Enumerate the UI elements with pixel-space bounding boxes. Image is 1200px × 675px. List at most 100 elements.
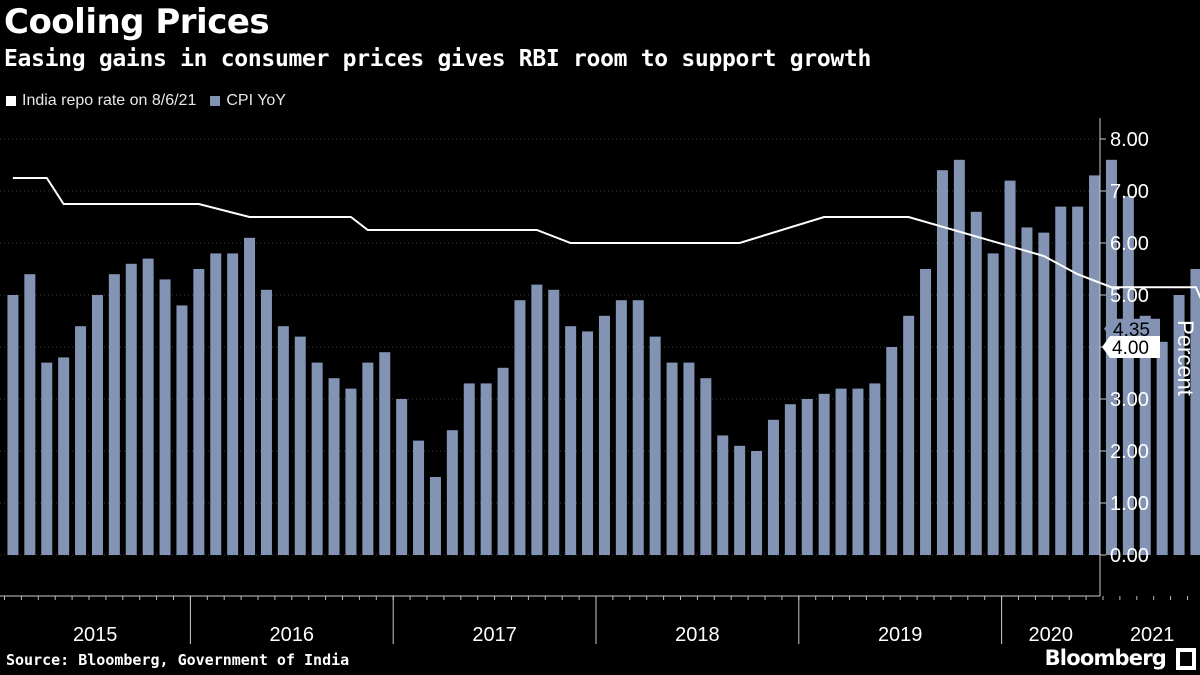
cpi-bar [345,388,357,555]
cpi-bar [24,274,36,555]
cpi-bar [582,331,594,555]
x-year-label: 2017 [472,624,517,646]
legend-label-cpi: CPI YoY [226,92,286,109]
x-year-label: 2016 [270,624,315,646]
cpi-bar [193,269,205,555]
cpi-bar [886,347,898,555]
cpi-bar [683,362,695,555]
y-tick-label: 3.00 [1110,389,1149,411]
cpi-bar [1089,175,1101,555]
cpi-bar [91,295,103,555]
chart-title: Cooling Prices [4,2,270,42]
cpi-bar [159,279,171,555]
cpi-bar [869,383,881,555]
cpi-bar [142,258,154,555]
cpi-bar [1021,227,1033,555]
y-tick-label: 6.00 [1110,233,1149,255]
cpi-bar [818,393,830,555]
cpi-bar [700,378,712,555]
cpi-bar [903,315,915,555]
legend-swatch-cpi [210,96,221,106]
repo-last-value-label: 4.00 [1112,338,1149,359]
legend-label-repo-rate: India repo rate on 8/6/21 [22,92,197,109]
y-tick-label: 1.00 [1110,493,1149,515]
cpi-bar [1122,196,1134,555]
cpi-bar [227,253,239,555]
cpi-bar [717,435,729,555]
x-year-label: 2019 [878,624,923,646]
cpi-bar [598,315,610,555]
x-year-label: 2018 [675,624,720,646]
cpi-bar [429,477,441,555]
cpi-bar [514,300,526,555]
cpi-bar [1173,295,1185,555]
cpi-bar [7,295,19,555]
cpi-bar [176,305,188,555]
cpi-bar [75,326,87,555]
legend-swatch-repo-rate [6,96,16,106]
cpi-bar [463,383,475,555]
cpi-bar [379,352,391,555]
legend: India repo rate on 8/6/21 CPI YoY [6,90,300,112]
cpi-bar [1055,206,1067,555]
cpi-bar [751,451,763,555]
cpi-bar [108,274,120,555]
cpi-bar [294,336,306,555]
y-tick-label: 0.00 [1110,545,1149,567]
y-tick-label: 7.00 [1110,181,1149,203]
cpi-bar [1139,315,1151,555]
cpi-bar [734,445,746,555]
cpi-bar [497,367,509,555]
cpi-bar [396,399,408,555]
cpi-bar [784,404,796,555]
cpi-bar [446,430,458,555]
cpi-bar [1072,206,1084,555]
cpi-bar [58,357,70,555]
chart-subtitle: Easing gains in consumer prices gives RB… [4,46,872,72]
cpi-bar [987,253,999,555]
cpi-bar [666,362,678,555]
cpi-bar [1156,341,1168,555]
cpi-bar [480,383,492,555]
x-year-label: 2020 [1029,624,1074,646]
y-tick-label: 8.00 [1110,129,1149,151]
y-tick-label: 2.00 [1110,441,1149,463]
cpi-bar [953,159,965,556]
cpi-bar [328,378,340,555]
cpi-bar [920,269,932,555]
cpi-bar [852,388,864,555]
cpi-bar [210,253,222,555]
cpi-bar [801,399,813,555]
repo-rate-line [12,177,1200,300]
cpi-bar [1190,269,1200,555]
y-tick-label: 5.00 [1110,285,1149,307]
cpi-bar [260,289,272,555]
cpi-bar [413,440,425,555]
source-note: Source: Bloomberg, Government of India [6,651,350,669]
cpi-bar [615,300,627,555]
cpi-bar [632,300,644,555]
x-year-label: 2015 [73,624,118,646]
repo-last-value-tag [1102,336,1160,358]
cpi-bar [531,284,543,555]
bloomberg-logo: Bloomberg [1044,646,1167,670]
cpi-bar [565,326,577,555]
cpi-bar [767,419,779,555]
cpi-bar [936,170,948,555]
cpi-bar [835,388,847,555]
cpi-bar [1038,232,1050,555]
x-year-label: 2021 [1130,624,1175,646]
cpi-bar [1004,180,1016,555]
cpi-bar [548,289,560,555]
cpi-last-value-label: 4.35 [1113,320,1150,341]
cpi-bar [311,362,323,555]
cpi-bar [362,362,374,555]
cpi-bar [277,326,289,555]
cpi-bar [125,263,137,555]
cpi-bar [970,211,982,556]
cpi-bar [244,237,256,556]
cpi-bar [41,362,53,555]
legend-item-repo-rate: India repo rate on 8/6/21 [6,92,196,110]
cpi-last-value-tag [1104,318,1160,339]
